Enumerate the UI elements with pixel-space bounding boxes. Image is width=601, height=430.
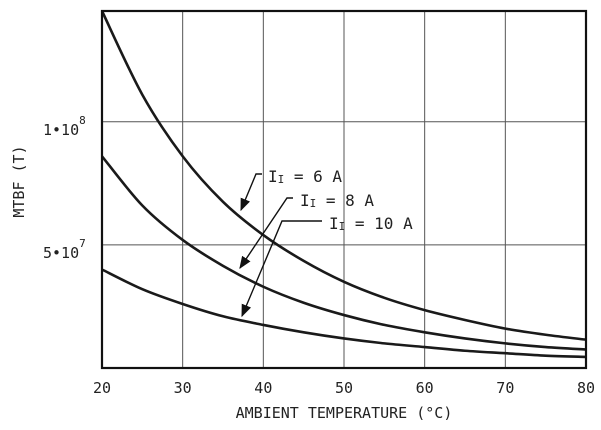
- tick-labels: 20 30 40 50 60 70 80 5•107 1•108: [43, 114, 595, 397]
- curve-series-3: [101, 268, 587, 359]
- y-tick-label: 5•107: [43, 237, 86, 262]
- curve-label-series-2: II = 8 A: [300, 191, 374, 210]
- x-tick-label: 30: [174, 379, 192, 397]
- curve-label-series-3: II = 10 A: [329, 214, 413, 233]
- grid: [102, 11, 586, 368]
- x-axis-label: AMBIENT TEMPERATURE (°C): [236, 404, 453, 422]
- x-tick-label: 70: [496, 379, 514, 397]
- curve-annotations: II = 6 A II = 8 A II = 10 A: [239, 167, 413, 318]
- curve-leader-arrow-3: [241, 220, 322, 318]
- curves: [100, 10, 587, 359]
- curve-series-2: [100, 155, 587, 351]
- x-tick-label: 20: [93, 379, 111, 397]
- x-tick-label: 80: [577, 379, 595, 397]
- curve-label-series-1: II = 6 A: [268, 167, 342, 186]
- curve-leader-arrow-1: [240, 173, 262, 212]
- x-tick-label: 40: [254, 379, 272, 397]
- x-tick-label: 50: [335, 379, 353, 397]
- curve-series-1: [100, 10, 587, 341]
- curve-leader-arrow-2: [239, 197, 293, 270]
- plot-frame: [100, 9, 588, 370]
- y-tick-label: 1•108: [43, 114, 86, 139]
- x-tick-label: 60: [416, 379, 434, 397]
- y-axis-label: MTBF (T): [10, 145, 28, 217]
